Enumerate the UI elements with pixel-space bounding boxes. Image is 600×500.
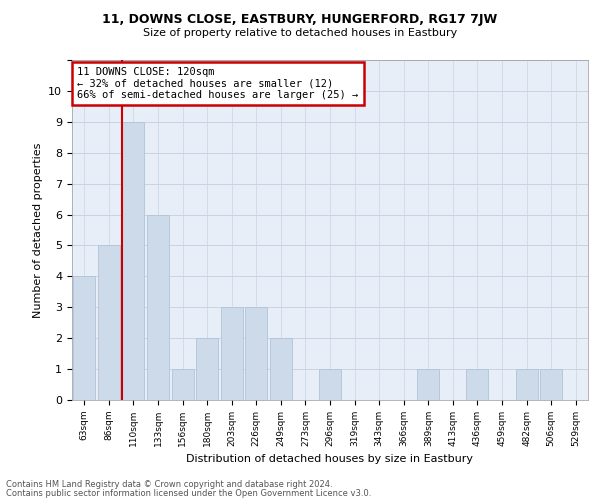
Text: 11 DOWNS CLOSE: 120sqm
← 32% of detached houses are smaller (12)
66% of semi-det: 11 DOWNS CLOSE: 120sqm ← 32% of detached…: [77, 67, 358, 100]
Bar: [73, 276, 95, 400]
Bar: [515, 369, 538, 400]
Bar: [221, 308, 243, 400]
X-axis label: Distribution of detached houses by size in Eastbury: Distribution of detached houses by size …: [187, 454, 473, 464]
Bar: [172, 369, 194, 400]
Bar: [98, 246, 120, 400]
Bar: [245, 308, 268, 400]
Text: 11, DOWNS CLOSE, EASTBURY, HUNGERFORD, RG17 7JW: 11, DOWNS CLOSE, EASTBURY, HUNGERFORD, R…: [103, 12, 497, 26]
Bar: [196, 338, 218, 400]
Bar: [466, 369, 488, 400]
Bar: [122, 122, 145, 400]
Text: Contains HM Land Registry data © Crown copyright and database right 2024.: Contains HM Land Registry data © Crown c…: [6, 480, 332, 489]
Bar: [540, 369, 562, 400]
Text: Contains public sector information licensed under the Open Government Licence v3: Contains public sector information licen…: [6, 488, 371, 498]
Bar: [270, 338, 292, 400]
Text: Size of property relative to detached houses in Eastbury: Size of property relative to detached ho…: [143, 28, 457, 38]
Y-axis label: Number of detached properties: Number of detached properties: [33, 142, 43, 318]
Bar: [417, 369, 439, 400]
Bar: [319, 369, 341, 400]
Bar: [147, 214, 169, 400]
